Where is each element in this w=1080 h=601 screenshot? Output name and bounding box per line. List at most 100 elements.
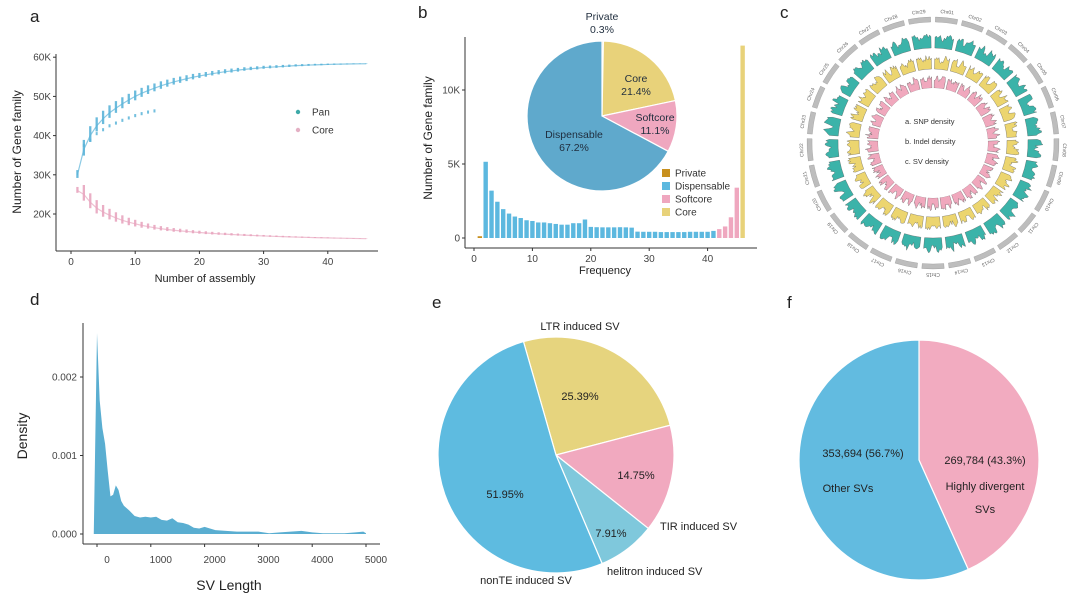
panel-b-bar xyxy=(664,232,669,238)
circos-indel-track xyxy=(998,104,1016,123)
circos-chromosome-chr24 xyxy=(812,85,826,109)
panel-b-bar xyxy=(576,223,582,238)
circos-chromosome-label: Chr28 xyxy=(884,14,899,24)
circos-snp-track xyxy=(1006,74,1028,98)
circos-chromosome-label: Chr16 xyxy=(897,266,912,275)
pie-b-private-pct: 0.3% xyxy=(590,24,614,36)
circos-snp-track xyxy=(824,139,840,159)
circos-chromosome-chr20 xyxy=(816,189,832,212)
circos-chromosome-chr12 xyxy=(997,232,1019,250)
panel-b-bar xyxy=(687,231,693,238)
panel-a-y-tick-label: 30K xyxy=(33,170,51,181)
circos-indel-track xyxy=(890,206,909,224)
circos-indel-track xyxy=(869,76,888,95)
panel-b-bar xyxy=(495,201,500,238)
panel-b-frequency-bar: 0 5K 10K 0 10 20 30 40 Frequency Number of Gene… xyxy=(421,11,757,277)
panel-b-x-tick-label: 30 xyxy=(644,254,656,265)
panel-b-x-label: Frequency xyxy=(579,265,631,277)
panel-b-bar xyxy=(705,231,710,238)
panel-a-legend: Pan Core xyxy=(295,108,334,137)
panel-a-x-tick-label: 10 xyxy=(130,257,142,268)
panel-a-pan-fit-line xyxy=(76,63,367,175)
circos-snp-track xyxy=(964,225,987,245)
panel-b-bar xyxy=(524,220,529,238)
circos-chromosome-chr01 xyxy=(935,16,958,25)
panel-a-y-tick-label: 50K xyxy=(33,92,51,103)
circos-snp-track xyxy=(827,159,845,182)
circos-indel-track xyxy=(882,65,901,84)
pie-b-private-name: Private xyxy=(586,11,619,23)
circos-legend-sv: c. SV density xyxy=(905,157,949,166)
circos-chromosome-chr13 xyxy=(973,247,997,262)
panel-b-bar xyxy=(670,232,675,238)
circos-indel-track xyxy=(846,139,860,156)
circos-snp-track xyxy=(823,117,842,137)
circos-indel-track xyxy=(978,75,998,95)
pie-e-slice-tir-induced-sv xyxy=(554,424,675,530)
panel-a-core-fit-line xyxy=(77,189,367,240)
pie-f-slice-highly-divergent-svs xyxy=(918,339,1040,571)
panel-b-bar xyxy=(611,227,617,238)
panel-d-y-tick-label: 0.000 xyxy=(52,530,77,541)
pie-f-other-label: Other SVs xyxy=(823,483,874,495)
panel-b-bar xyxy=(571,223,576,238)
circos-chromosome-chr22 xyxy=(806,138,814,162)
panel-b-bar xyxy=(506,213,512,238)
pie-b-core-name: Core xyxy=(625,73,648,85)
panel-b-bar xyxy=(501,209,506,238)
panel-b-bar xyxy=(530,220,535,238)
circos-indel-track xyxy=(863,185,882,205)
panel-d-y-tick-label: 0.001 xyxy=(52,451,77,462)
circos-snp-track xyxy=(840,76,860,98)
circos-chromosome-chr06 xyxy=(1040,85,1054,109)
circos-snp-track xyxy=(1012,179,1033,202)
panel-a-y-tick-label: 20K xyxy=(33,210,51,221)
density-area xyxy=(93,333,366,534)
panel-d-sv-length-density: 0.000 0.001 0.002 0 1000 2000 3000 4000 5000 SV … xyxy=(14,323,388,593)
panel-a-y-tick-label: 60K xyxy=(33,53,51,64)
circos-chromosome-label: Chr06 xyxy=(1049,87,1060,102)
panel-a-x-label: Number of assembly xyxy=(155,273,256,285)
circos-chromosome-chr07 xyxy=(1050,111,1059,135)
pie-b-dispensable-name: Dispensable xyxy=(545,129,603,141)
legend-dispensable-swatch xyxy=(662,182,670,190)
panel-b-bar xyxy=(722,226,728,238)
panel-b-bar xyxy=(536,222,541,238)
circos-chromosome-chr08 xyxy=(1052,138,1060,162)
circos-chromosome-label: Chr07 xyxy=(1058,115,1066,130)
circos-chromosome-label: Chr08 xyxy=(1060,143,1067,157)
circos-chromosome-label: Chr10 xyxy=(1043,197,1055,212)
circos-chromosome-chr14 xyxy=(948,258,972,269)
legend-softcore-swatch xyxy=(662,195,670,203)
panel-b-bar xyxy=(734,187,739,238)
pie-f-slice-other-svs xyxy=(798,339,970,581)
panel-a-pan-core-curve: 20K 30K 40K 50K 60K 0 10 20 30 40 Number of assem… xyxy=(10,53,378,285)
panel-b-bar xyxy=(600,227,605,238)
circos-indel-track xyxy=(845,122,862,138)
circos-chromosome-chr18 xyxy=(847,232,869,250)
pie-e-slice-ltr-induced-sv xyxy=(522,336,671,456)
circos-legend-indel: b. Indel density xyxy=(905,137,956,146)
pie-b-slice-core xyxy=(601,40,677,117)
circos-snp-track xyxy=(844,197,867,220)
circos-sv-track xyxy=(939,195,953,211)
circos-chromosome-chr15 xyxy=(921,263,945,270)
circos-sv-track xyxy=(920,75,933,90)
panel-e-te-induced-sv-pie: LTR induced SV 25.39% TIR induced SV 14.… xyxy=(437,321,738,587)
circos-chromosome-label: Chr24 xyxy=(806,87,817,102)
circos-chromosome-chr03 xyxy=(985,29,1008,46)
circos-chromosome-label: Chr09 xyxy=(1054,171,1063,186)
circos-sv-track xyxy=(927,197,939,211)
circos-snp-track xyxy=(944,233,966,253)
circos-chromosome-label: Chr01 xyxy=(940,9,954,16)
circos-snp-track xyxy=(983,212,1006,235)
panel-a-y-label: Number of Gene family xyxy=(10,90,24,213)
pie-f-other-count: 353,694 (56.7%) xyxy=(822,448,903,460)
panel-b-bar xyxy=(541,222,547,238)
panel-a-x-tick-label: 30 xyxy=(258,257,270,268)
circos-chromosome-chr29 xyxy=(908,16,931,25)
panel-a-x-tick-label: 40 xyxy=(322,257,334,268)
legend-core-label-b: Core xyxy=(675,208,697,219)
circos-indel-track xyxy=(950,58,967,76)
circos-indel-track xyxy=(875,197,894,216)
